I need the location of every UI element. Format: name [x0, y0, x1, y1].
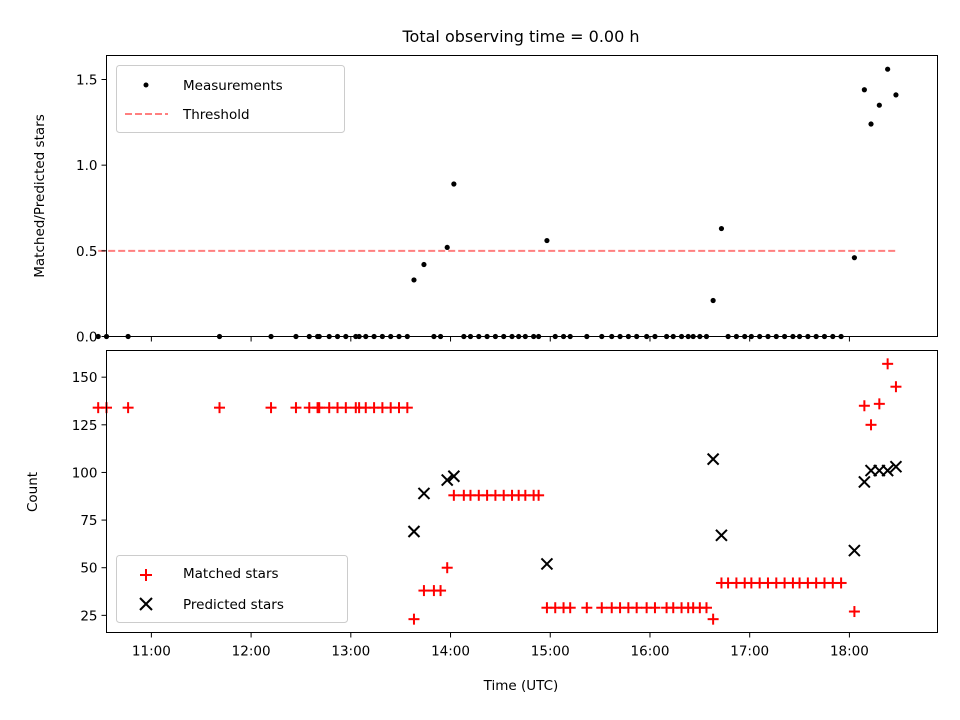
top-legend: Measurements Threshold	[116, 65, 345, 133]
legend-matched-marker	[140, 569, 152, 581]
top-x-ticks	[150, 336, 850, 342]
predicted-star-point	[848, 544, 861, 557]
matched-star-point	[214, 402, 226, 414]
matched-star-point	[865, 419, 877, 431]
top-series-layer	[95, 66, 899, 340]
top-legend-box	[116, 65, 345, 133]
measurement-point	[718, 225, 725, 232]
bottom-series-layer	[92, 358, 903, 625]
predicted-star-point	[447, 470, 461, 483]
matched-star-point	[835, 577, 847, 589]
x-tick-label: 13:00	[331, 644, 370, 660]
measurement-point	[876, 102, 882, 108]
top-y-tick-label: 1.0	[76, 158, 97, 174]
predicted-star-point	[417, 487, 431, 500]
bottom-y-tick-label: 125	[72, 418, 98, 434]
predicted-star-point	[706, 452, 720, 466]
matched-star-point	[707, 613, 719, 625]
matched-star-point	[581, 602, 593, 614]
matched-star-point	[700, 602, 712, 614]
matched-star-point	[435, 585, 447, 597]
measurement-point	[95, 333, 101, 340]
chart-title: Total observing time = 0.00 h	[401, 27, 639, 46]
measurement-point	[544, 237, 550, 244]
legend-predicted-marker	[139, 597, 153, 611]
measurement-point	[868, 121, 874, 127]
legend-predicted-label: Predicted stars	[183, 597, 284, 613]
x-tick-label: 14:00	[431, 644, 470, 660]
top-y-tick-label: 0.5	[76, 244, 97, 260]
predicted-star-point	[889, 460, 903, 473]
bottom-x-ticks: 11:00 12:00 13:00 14:00 15:00 16:00 17:00 18:00	[132, 632, 869, 660]
measurement-point	[861, 87, 867, 93]
x-axis-label: Time (UTC)	[483, 678, 559, 694]
x-tick-label: 15:00	[531, 644, 570, 660]
measurement-point	[851, 255, 858, 261]
matched-star-point	[441, 562, 453, 574]
bottom-y-axis-label: Count	[25, 472, 41, 512]
top-axes-frame	[106, 55, 938, 337]
bottom-axes-frame	[106, 350, 938, 633]
bottom-legend-box	[116, 555, 348, 623]
x-tick-label: 11:00	[132, 644, 171, 660]
bottom-y-ticks: 25 50 75 100 125 150	[72, 370, 107, 624]
matched-star-point	[649, 602, 661, 614]
measurement-point	[411, 277, 417, 283]
measurement-point	[451, 181, 457, 187]
top-y-axis-label: Matched/Predicted stars	[32, 114, 48, 277]
matched-star-point	[890, 381, 902, 393]
matched-star-point	[265, 402, 277, 414]
measurement-point	[885, 66, 891, 72]
predicted-star-point	[407, 525, 421, 538]
bottom-y-tick-label: 150	[72, 370, 98, 386]
x-tick-label: 12:00	[232, 644, 271, 660]
top-y-tick-label: 1.5	[76, 72, 97, 88]
legend-threshold-label: Threshold	[182, 107, 250, 123]
bottom-panel: 11:00 12:00 13:00 14:00 15:00 16:00 17:00 18:00…	[25, 350, 938, 694]
measurement-point	[444, 244, 450, 251]
bottom-legend: Matched stars Predicted stars	[116, 555, 348, 623]
predicted-star-point	[441, 473, 454, 487]
bottom-y-tick-label: 25	[80, 608, 97, 624]
legend-matched-label: Matched stars	[183, 566, 279, 582]
matched-star-point	[882, 358, 894, 370]
matched-star-point	[408, 613, 420, 625]
top-panel: 0.0 0.5 1.0 1.5 Matched/Predicted stars Mea…	[32, 55, 938, 346]
matched-star-point	[564, 602, 576, 614]
bottom-y-tick-label: 100	[72, 465, 98, 481]
legend-measurements-marker	[143, 82, 149, 88]
bottom-y-tick-label: 75	[80, 513, 97, 529]
matched-star-point	[448, 489, 460, 501]
predicted-star-point	[858, 475, 871, 489]
matched-star-point	[533, 489, 545, 501]
matched-star-point	[401, 402, 413, 414]
legend-measurements-label: Measurements	[183, 78, 283, 94]
measurement-point	[893, 92, 899, 98]
predicted-star-point	[715, 529, 728, 542]
matched-star-point	[418, 585, 430, 597]
matched-star-point	[313, 402, 325, 414]
predicted-star-point	[881, 464, 894, 477]
measurement-point	[421, 261, 427, 268]
matched-star-point	[596, 602, 608, 614]
matched-star-point	[290, 402, 302, 414]
top-y-ticks: 0.0 0.5 1.0 1.5	[76, 72, 107, 346]
matched-star-point	[848, 606, 860, 618]
matched-star-point	[340, 402, 352, 414]
x-tick-label: 18:00	[830, 644, 869, 660]
x-tick-label: 16:00	[631, 644, 670, 660]
x-tick-label: 17:00	[730, 644, 769, 660]
matched-star-point	[631, 602, 643, 614]
matched-star-point	[873, 398, 885, 410]
matched-star-point	[858, 400, 870, 412]
bottom-y-tick-label: 50	[80, 561, 97, 577]
predicted-star-point	[540, 557, 554, 571]
matched-star-point	[122, 402, 134, 414]
top-y-tick-label: 0.0	[76, 330, 97, 346]
measurement-point	[710, 297, 716, 304]
